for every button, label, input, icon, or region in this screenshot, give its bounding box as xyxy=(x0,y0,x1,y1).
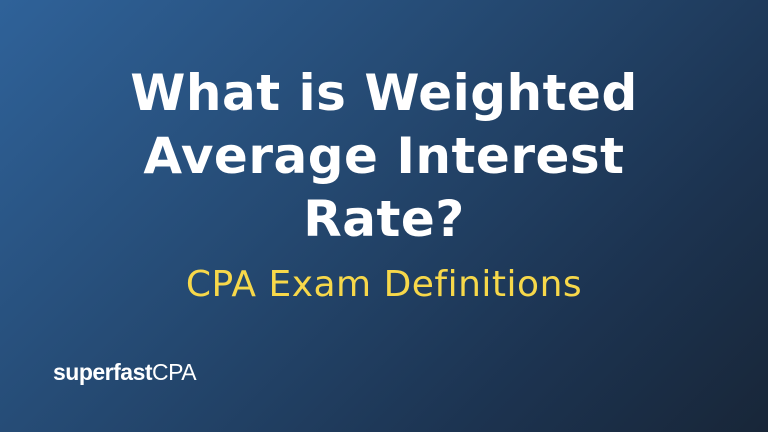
superfastcpa-logo: superfastCPA xyxy=(53,359,197,386)
logo-bold-text: superfast xyxy=(53,359,153,385)
title-line: Average Interest xyxy=(143,127,625,185)
page-title: What is Weighted Average Interest Rate? xyxy=(0,62,768,251)
title-line: What is Weighted xyxy=(130,64,638,122)
title-line: Rate? xyxy=(303,190,465,248)
logo-regular-text: CPA xyxy=(152,359,197,385)
subtitle: CPA Exam Definitions xyxy=(185,264,583,305)
